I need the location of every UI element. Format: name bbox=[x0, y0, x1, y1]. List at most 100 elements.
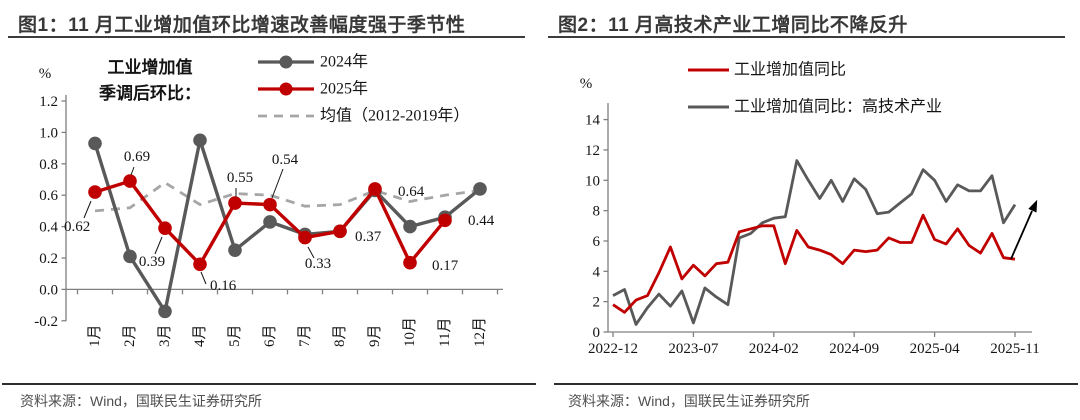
x-tick-label: 3月 bbox=[157, 324, 173, 347]
y-tick-label: 0 bbox=[593, 325, 601, 341]
series-iva-line bbox=[612, 213, 1016, 314]
trend-arrow-shaft bbox=[1010, 210, 1033, 260]
legend-marker-2025 bbox=[279, 82, 293, 96]
series-2025-point bbox=[193, 257, 207, 272]
data-label-leader bbox=[154, 236, 163, 255]
figure2-panel: 图2：11 月高技术产业工增同比不降反升 14 12 10 8 6 4 2 0 2022-12 2… bbox=[540, 0, 1080, 420]
data-label-leader bbox=[307, 246, 315, 259]
series-mean-line bbox=[94, 180, 481, 213]
figure2-source: 资料来源：Wind，国联民生证券研究所 bbox=[568, 393, 810, 409]
series-2024-point bbox=[158, 304, 172, 319]
x-tick-label: 4月 bbox=[192, 324, 208, 347]
data-label-leader bbox=[271, 168, 284, 199]
y-tick-label: 10 bbox=[585, 173, 600, 189]
x-tick-label: 2024-09 bbox=[829, 341, 879, 357]
figure1-chart: 1.2 1.0 0.8 0.6 0.4 0.2 0.0 -0.2 1月 2月 3月 4月 5月 6月 7月 8… bbox=[34, 53, 503, 347]
y-tick-label: 2 bbox=[593, 295, 601, 311]
data-label-leader bbox=[83, 200, 92, 219]
x-tick-label: 2022-12 bbox=[588, 341, 638, 357]
y-tick-label: 1.0 bbox=[39, 125, 58, 141]
series-2024-point bbox=[123, 249, 137, 264]
y-tick-label: 14 bbox=[585, 113, 601, 129]
x-tick-label: 2025-04 bbox=[910, 341, 960, 357]
series-2025-point bbox=[403, 255, 417, 270]
x-tick-label: 12月 bbox=[472, 317, 488, 347]
x-tick-label: 2023-07 bbox=[668, 341, 718, 357]
trend-arrow-head bbox=[1028, 199, 1038, 213]
x-tick-label: 11月 bbox=[437, 318, 453, 347]
y-tick-label: 8 bbox=[593, 204, 601, 220]
legend-label-hightech: 工业增加值同比：高技术产业 bbox=[734, 98, 942, 116]
figure2-title-underline bbox=[548, 36, 1065, 38]
data-label: 0.44 bbox=[468, 213, 495, 229]
figure1-title: 图1：11 月工业增加值环比增速改善幅度强于季节性 bbox=[18, 15, 466, 36]
x-tick-label: 9月 bbox=[367, 324, 383, 347]
y-axis-unit: % bbox=[39, 66, 52, 82]
data-label-leader bbox=[130, 166, 135, 176]
chart-annotation-line1: 工业增加值 bbox=[108, 57, 193, 77]
data-label: 0.16 bbox=[210, 278, 237, 294]
data-label: 0.55 bbox=[227, 170, 253, 186]
y-tick-label: 0.2 bbox=[39, 251, 58, 267]
chart-annotation-line2: 季调后环比： bbox=[99, 83, 201, 103]
x-tick-label: 5月 bbox=[227, 324, 243, 347]
data-label: 0.54 bbox=[272, 152, 299, 168]
y-tick-label: 1.2 bbox=[39, 94, 58, 110]
series-2024-point bbox=[228, 243, 242, 257]
series-2024-point bbox=[263, 215, 277, 229]
x-tick-label: 8月 bbox=[332, 324, 348, 347]
x-tick-label: 6月 bbox=[262, 324, 278, 347]
data-label: 0.62 bbox=[64, 219, 90, 235]
series-2025-point bbox=[123, 174, 137, 188]
figure2-source-rule bbox=[554, 383, 1078, 385]
data-label: 0.17 bbox=[432, 258, 459, 274]
series-2025-point bbox=[438, 213, 452, 228]
data-label: 0.33 bbox=[305, 256, 331, 272]
x-tick-label: 1月 bbox=[87, 324, 103, 347]
data-label: 0.37 bbox=[355, 229, 382, 245]
series-2025-point bbox=[158, 221, 172, 235]
data-label-leader bbox=[200, 271, 207, 285]
figure1-title-underline bbox=[8, 36, 525, 38]
series-2025-point bbox=[263, 197, 277, 212]
x-tick-label: 2024-02 bbox=[749, 341, 799, 357]
figure1-source: 资料来源：Wind，国联民生证券研究所 bbox=[20, 393, 262, 409]
series-2024-point bbox=[193, 133, 207, 148]
series-2024-point bbox=[473, 182, 487, 196]
y-axis-unit: % bbox=[580, 76, 593, 92]
series-hightech-line bbox=[612, 159, 1017, 326]
series-2025-point bbox=[333, 224, 347, 239]
series-2025-point bbox=[368, 182, 382, 196]
y-tick-label: 0.0 bbox=[39, 282, 58, 298]
y-tick-label: -0.2 bbox=[34, 314, 58, 330]
x-tick-label: 2月 bbox=[122, 324, 138, 347]
x-tick-label: 2025-11 bbox=[990, 341, 1039, 357]
series-2024-point bbox=[403, 219, 417, 234]
legend-label-2025: 2025年 bbox=[320, 80, 368, 98]
y-tick-label: 0.8 bbox=[39, 157, 58, 173]
series-2025-point bbox=[228, 196, 242, 210]
x-tick-label: 7月 bbox=[297, 324, 313, 347]
legend-label-2024: 2024年 bbox=[320, 53, 368, 71]
data-label: 0.69 bbox=[124, 149, 150, 165]
y-tick-label: 0.4 bbox=[39, 220, 58, 236]
series-2025-point bbox=[88, 185, 102, 199]
series-2024-point bbox=[88, 136, 102, 151]
data-label: 0.39 bbox=[139, 254, 165, 270]
y-tick-label: 0.6 bbox=[39, 188, 58, 204]
legend-marker-2024 bbox=[279, 55, 293, 69]
legend-label-mean: 均值（2012-2019年） bbox=[320, 107, 469, 125]
figure1-source-rule bbox=[2, 383, 536, 385]
y-tick-label: 12 bbox=[585, 143, 600, 159]
figure1-panel: 图1：11 月工业增加值环比增速改善幅度强于季节性 1.2 1.0 0.8 0.6 0.… bbox=[2, 15, 536, 409]
series-2025-point bbox=[298, 230, 312, 245]
figure2-title: 图2：11 月高技术产业工增同比不降反升 bbox=[558, 15, 908, 36]
trend-arrow-icon bbox=[1010, 199, 1038, 260]
y-tick-label: 6 bbox=[593, 234, 601, 250]
x-tick-label: 10月 bbox=[402, 317, 418, 347]
legend-label-iva: 工业增加值同比 bbox=[734, 61, 846, 79]
data-label: 0.64 bbox=[398, 184, 425, 200]
y-tick-label: 4 bbox=[593, 264, 601, 280]
